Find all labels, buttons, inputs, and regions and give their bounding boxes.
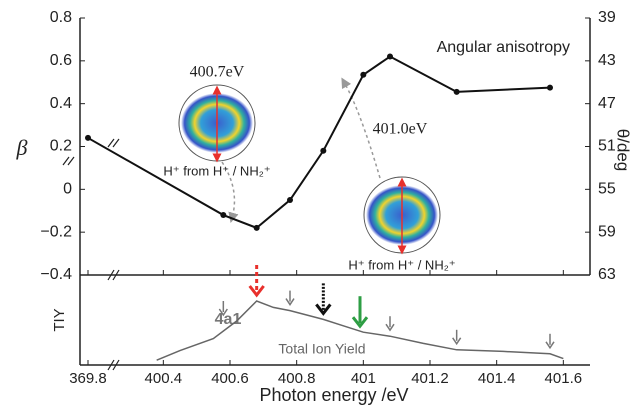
y2-tick-label: 43 [598, 52, 616, 69]
detector-image [364, 177, 440, 253]
x-axis-label: Photon energy /eV [259, 385, 408, 405]
annotation: Angular anisotropy [437, 39, 570, 56]
data-point [547, 85, 553, 91]
y2-tick-label: 51 [598, 138, 616, 155]
data-point [85, 135, 91, 141]
y-tick-label: 0.8 [50, 9, 72, 26]
x-tick-label: 400.6 [211, 370, 249, 387]
data-point [454, 89, 460, 95]
y-tick-label: 0.6 [50, 52, 72, 69]
data-point [387, 54, 393, 60]
data-point [287, 197, 293, 203]
axes [80, 18, 590, 365]
axis-break [108, 139, 119, 147]
x-tick-label: 401.6 [545, 370, 583, 387]
chart: Angular anisotropy 400.7eV H⁺ from H⁺ / … [0, 0, 636, 408]
y2-tick-label: 47 [598, 95, 616, 112]
y-tick-label: −0.4 [40, 266, 72, 283]
data-line [88, 57, 550, 228]
curve-label: Total Ion Yield [278, 341, 365, 357]
data-point [254, 225, 260, 231]
y2-tick-label: 63 [598, 266, 616, 283]
x-tick-label: 401.2 [411, 370, 449, 387]
tiy-label: TIY [51, 308, 68, 331]
energy-label: 400.7eV [190, 64, 245, 81]
y2-tick-label: 55 [598, 181, 616, 198]
inset-caption: H⁺ from H⁺ / NH₂⁺ [163, 163, 270, 178]
data-point [360, 72, 366, 78]
detector-image [179, 85, 255, 161]
y-tick-label: 0.2 [50, 138, 72, 155]
y2-tick-label: 39 [598, 9, 616, 26]
x-tick-label: 401 [351, 370, 376, 387]
y-tick-label: −0.2 [40, 223, 72, 240]
data-point [320, 148, 326, 154]
inset-caption: H⁺ from H⁺ / NH₂⁺ [348, 257, 455, 272]
y2-axis-label: θ/deg [614, 129, 633, 172]
y-axis-label: β [16, 135, 28, 160]
energy-label: 401.0eV [373, 121, 428, 138]
x-tick-label: 369.8 [69, 370, 107, 387]
x-tick-label: 400.4 [145, 370, 183, 387]
data-point [220, 212, 226, 218]
x-tick-label: 401.4 [478, 370, 516, 387]
y2-tick-label: 59 [598, 223, 616, 240]
x-tick-label: 400.8 [278, 370, 316, 387]
y-tick-label: 0.4 [50, 95, 72, 112]
y-tick-label: 0 [63, 181, 72, 198]
